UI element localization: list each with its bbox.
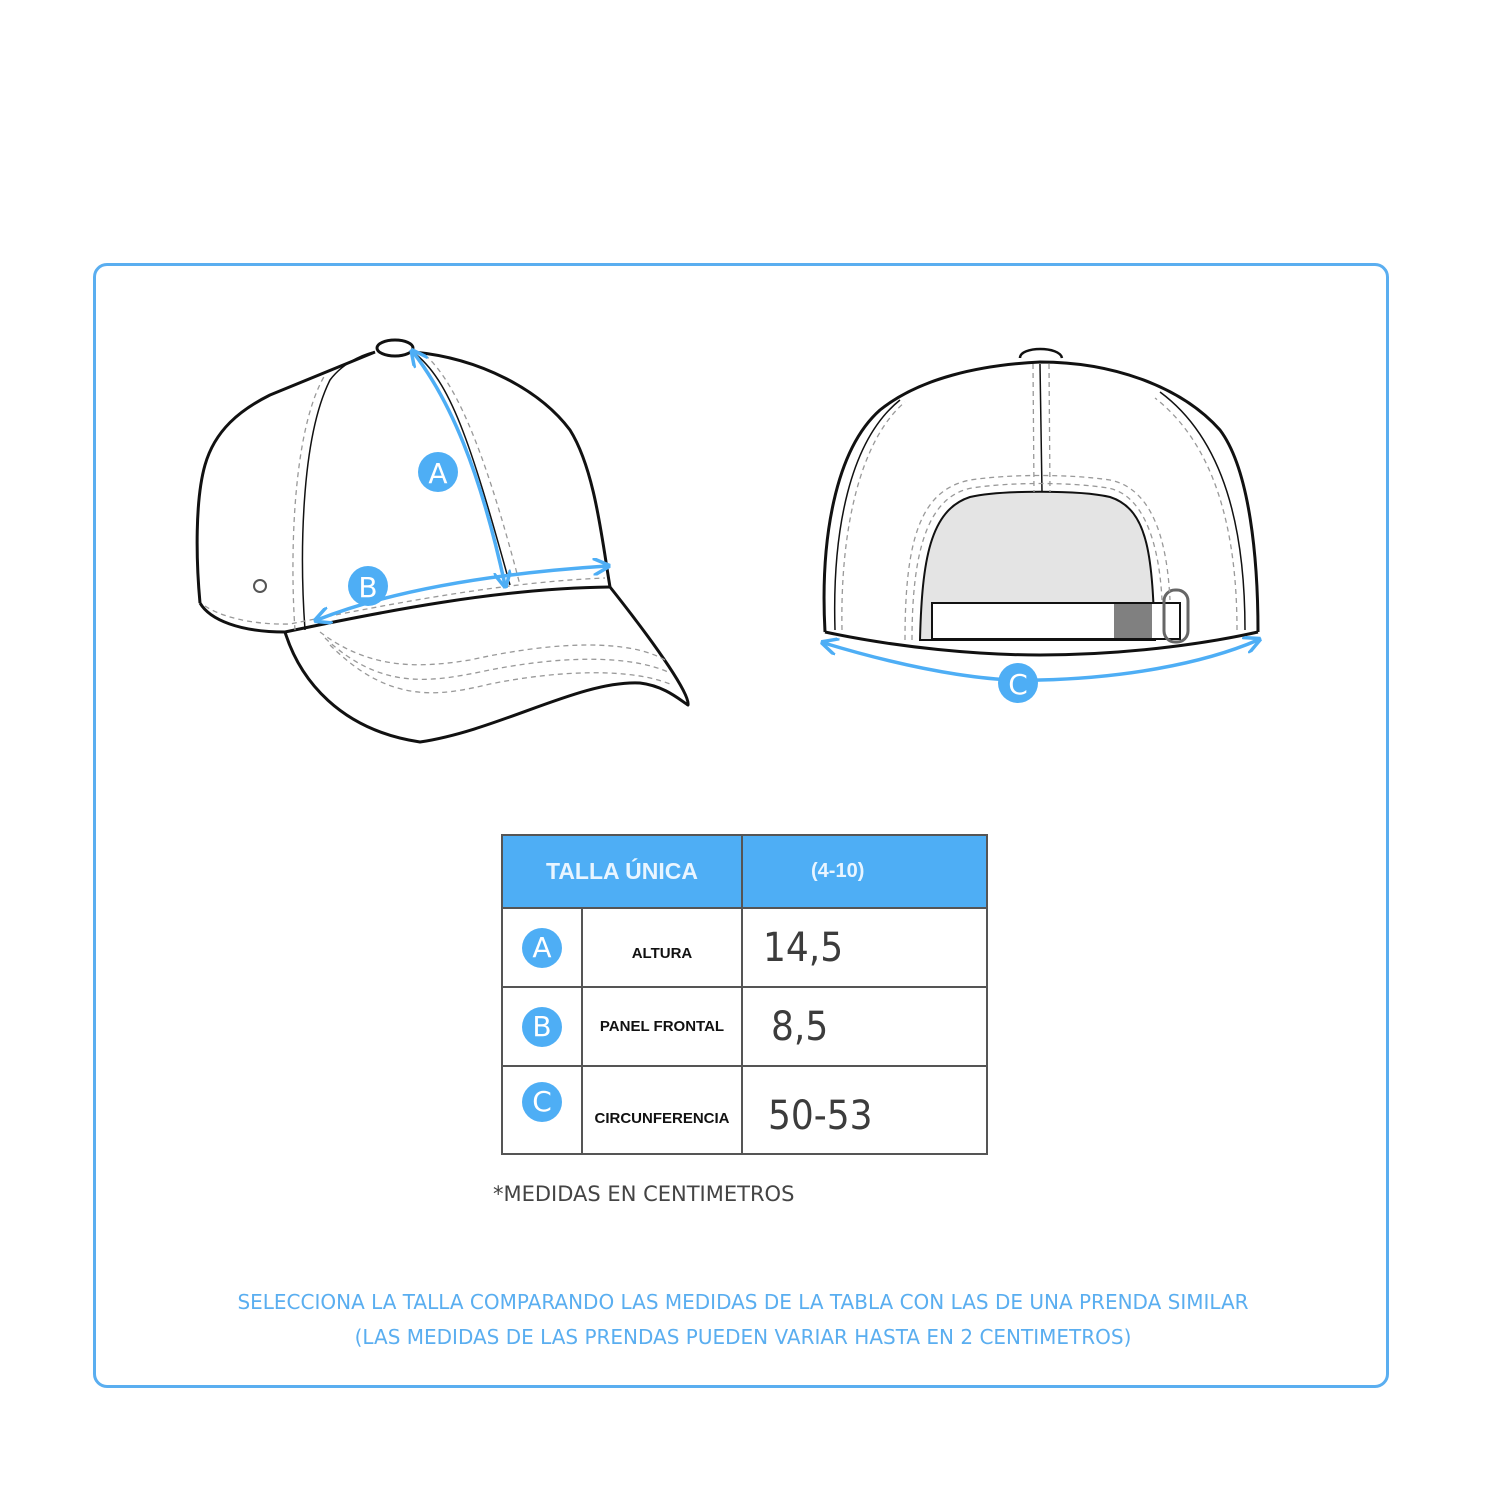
footer-disclaimer: (LAS MEDIDAS DE LAS PRENDAS PUEDEN VARIA… bbox=[354, 1325, 1132, 1349]
row-label: ALTURA bbox=[581, 907, 743, 988]
svg-text:C: C bbox=[1008, 668, 1028, 701]
label-b-badge: B bbox=[348, 566, 388, 606]
size-chart-frame bbox=[93, 263, 1389, 1388]
badge-a: A bbox=[522, 927, 562, 968]
table-header: TALLA ÚNICA (4-10) bbox=[501, 834, 988, 909]
label-c-badge: C bbox=[998, 663, 1038, 703]
header-range: (4-10) bbox=[741, 834, 988, 909]
table-row: B PANEL FRONTAL 8,5 bbox=[501, 986, 988, 1067]
table-row: C CIRCUNFERENCIA 50-53 bbox=[501, 1065, 988, 1155]
badge-b: B bbox=[522, 1006, 562, 1047]
svg-text:A: A bbox=[428, 457, 447, 490]
header-size: TALLA ÚNICA bbox=[501, 834, 743, 909]
cap-back-view bbox=[822, 347, 1260, 657]
row-value: 14,5 bbox=[741, 907, 988, 988]
cap-side-view bbox=[195, 338, 690, 744]
row-value: 50-53 bbox=[741, 1065, 988, 1155]
measure-a-arrow bbox=[413, 352, 505, 585]
size-table: TALLA ÚNICA (4-10) A ALTURA 14,5 B PANEL… bbox=[501, 834, 988, 1155]
table-row: A ALTURA 14,5 bbox=[501, 907, 988, 988]
row-label: PANEL FRONTAL bbox=[581, 986, 743, 1067]
footer-instruction: SELECCIONA LA TALLA COMPARANDO LAS MEDID… bbox=[237, 1290, 1249, 1314]
row-label: CIRCUNFERENCIA bbox=[581, 1065, 743, 1155]
measure-b-arrow bbox=[317, 566, 607, 620]
badge-c: C bbox=[522, 1082, 562, 1122]
label-a-badge: A bbox=[418, 452, 458, 492]
svg-text:B: B bbox=[358, 571, 377, 604]
measure-c-arrow bbox=[824, 640, 1258, 683]
row-value: 8,5 bbox=[741, 986, 988, 1067]
units-note: *MEDIDAS EN CENTIMETROS bbox=[493, 1182, 795, 1206]
